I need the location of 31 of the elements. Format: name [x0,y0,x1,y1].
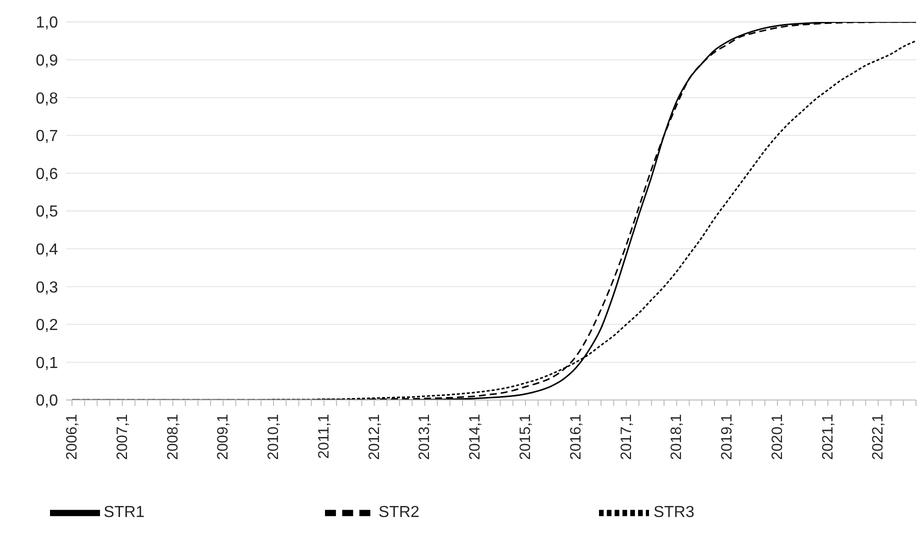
y-tick-label: 0,8 [36,90,58,108]
x-tick-label: 2014,1 [466,414,484,460]
y-tick-label: 0,1 [36,354,58,372]
x-tick-label: 2007,1 [114,414,131,460]
x-tick-label: 2016,1 [567,414,584,460]
legend-label: STR1 [104,504,145,522]
legend-label: STR3 [653,504,694,522]
x-tick-label: 2017,1 [618,414,635,460]
y-tick-label: 0,6 [36,166,58,183]
x-tick-label: 2018,1 [668,414,686,460]
y-tick-label: 0,2 [36,317,58,334]
x-tick-label: 2022,1 [870,414,887,460]
x-tick-label: 2011,1 [315,414,332,459]
x-tick-label: 2012,1 [366,414,383,460]
y-tick-label: 0,3 [36,279,58,296]
x-tick-label: 2006,1 [64,414,80,460]
x-tick-label: 2013,1 [416,414,434,460]
x-tick-label: 2015,1 [516,414,534,460]
y-tick-label: 0,0 [36,392,58,410]
y-tick-label: 0,7 [36,128,58,146]
y-tick-label: 0,5 [36,204,58,221]
x-tick-label: 2009,1 [214,414,232,460]
x-tick-label: 2008,1 [164,414,182,460]
x-tick-label: 2020,1 [768,414,786,460]
y-tick-label: 0,4 [36,241,58,258]
y-tick-label: 1,0 [36,14,58,32]
x-tick-label: 2010,1 [265,414,282,460]
y-tick-label: 0,9 [36,52,58,70]
legend-label: STR2 [378,504,420,522]
x-tick-label: 2019,1 [718,414,736,460]
x-tick-label: 2021,1 [819,414,836,460]
